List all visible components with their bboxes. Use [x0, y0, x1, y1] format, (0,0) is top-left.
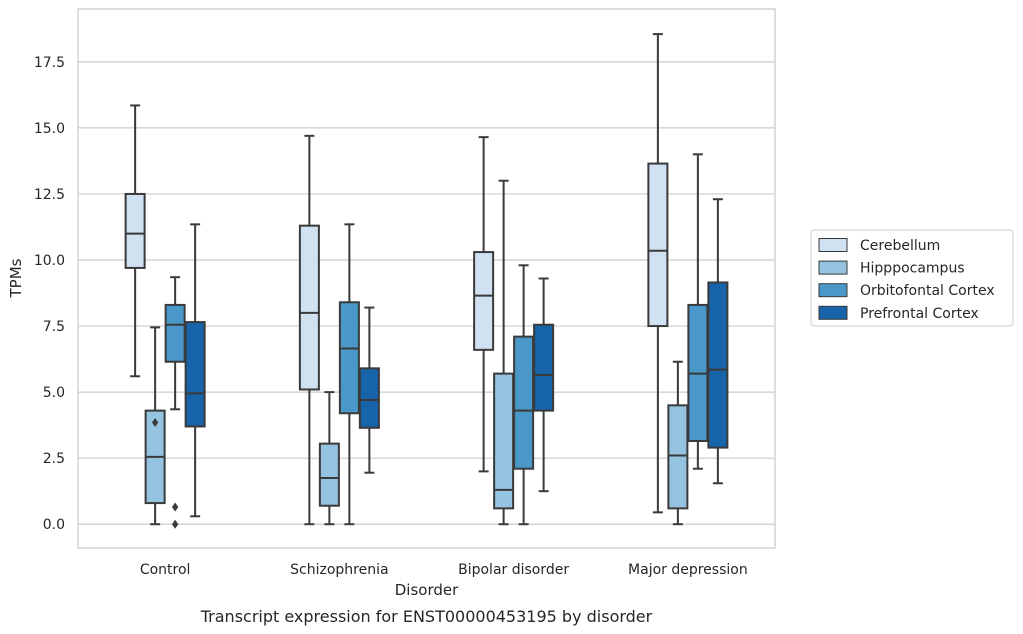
box-prefrontal-cortex-1: [358, 306, 380, 474]
iqr-box: [493, 372, 515, 510]
legend-label: Prefrontal Cortex: [860, 306, 979, 322]
outlier-point: [171, 519, 179, 529]
legend-label: Hipppocampus: [860, 261, 965, 277]
iqr-box: [513, 335, 535, 470]
y-axis-title: TPMs: [7, 258, 25, 298]
box-cerebellum-0: [124, 104, 146, 378]
legend-swatch: [818, 238, 848, 252]
y-tick-label: 17.5: [34, 55, 65, 71]
legend-frame: [810, 229, 1014, 327]
x-axis-ticks: Control Schizophrenia Bipolar disorder Majo…: [140, 562, 748, 578]
box-orbitofontal-cortex-2: [513, 264, 535, 526]
legend: Cerebellum Hipppocampus Orbitofontal Corte…: [810, 229, 1014, 327]
legend-swatch: [818, 283, 848, 298]
iqr-box: [647, 162, 669, 328]
x-tick-label: Bipolar disorder: [458, 562, 569, 578]
iqr-box: [184, 321, 206, 428]
box-cerebellum-2: [473, 136, 495, 473]
box-hipppocampus-2: [493, 179, 515, 526]
iqr-box: [473, 251, 495, 351]
y-tick-label: 7.5: [43, 319, 65, 335]
chart-caption: Transcript expression for ENST0000045319…: [200, 607, 653, 626]
box-orbitofontal-cortex-1: [338, 223, 360, 526]
y-axis-ticks: 0.0 2.5 5.0 7.5 10.0 12.5 15.0 17.5: [34, 55, 65, 533]
plot-area-frame: [77, 8, 776, 549]
legend-swatch: [818, 305, 848, 320]
box-cerebellum-1: [298, 134, 320, 526]
x-axis-title: Disorder: [395, 581, 459, 599]
legend-swatch: [818, 260, 848, 275]
iqr-box: [707, 281, 729, 449]
legend-label: Orbitofontal Cortex: [860, 283, 995, 299]
y-tick-label: 15.0: [34, 121, 65, 137]
x-tick-label: Major depression: [628, 562, 748, 578]
legend-label: Cerebellum: [860, 238, 940, 254]
box-plots: [124, 33, 729, 529]
y-tick-label: 5.0: [43, 385, 65, 401]
y-tick-label: 10.0: [34, 253, 65, 269]
outlier-point: [151, 417, 159, 427]
iqr-box: [318, 442, 340, 507]
box-hipppocampus-0: [144, 326, 166, 526]
outlier-point: [171, 502, 179, 512]
iqr-box: [338, 301, 360, 415]
x-tick-label: Control: [140, 562, 191, 578]
iqr-box: [358, 367, 380, 429]
iqr-box: [667, 404, 689, 510]
y-tick-label: 12.5: [34, 187, 65, 203]
iqr-box: [124, 192, 146, 269]
box-prefrontal-cortex-3: [707, 198, 729, 485]
box-prefrontal-cortex-2: [533, 277, 555, 493]
y-tick-label: 0.0: [43, 517, 65, 533]
iqr-box: [533, 323, 555, 412]
iqr-box: [164, 303, 186, 363]
box-orbitofontal-cortex-3: [687, 153, 709, 470]
x-tick-label: Schizophrenia: [290, 562, 388, 578]
box-hipppocampus-1: [318, 391, 340, 526]
iqr-box: [298, 224, 320, 391]
box-prefrontal-cortex-0: [184, 223, 206, 518]
box-hipppocampus-3: [667, 360, 689, 526]
y-tick-label: 2.5: [43, 451, 65, 467]
box-orbitofontal-cortex-0: [164, 276, 186, 529]
box-cerebellum-3: [647, 33, 669, 514]
